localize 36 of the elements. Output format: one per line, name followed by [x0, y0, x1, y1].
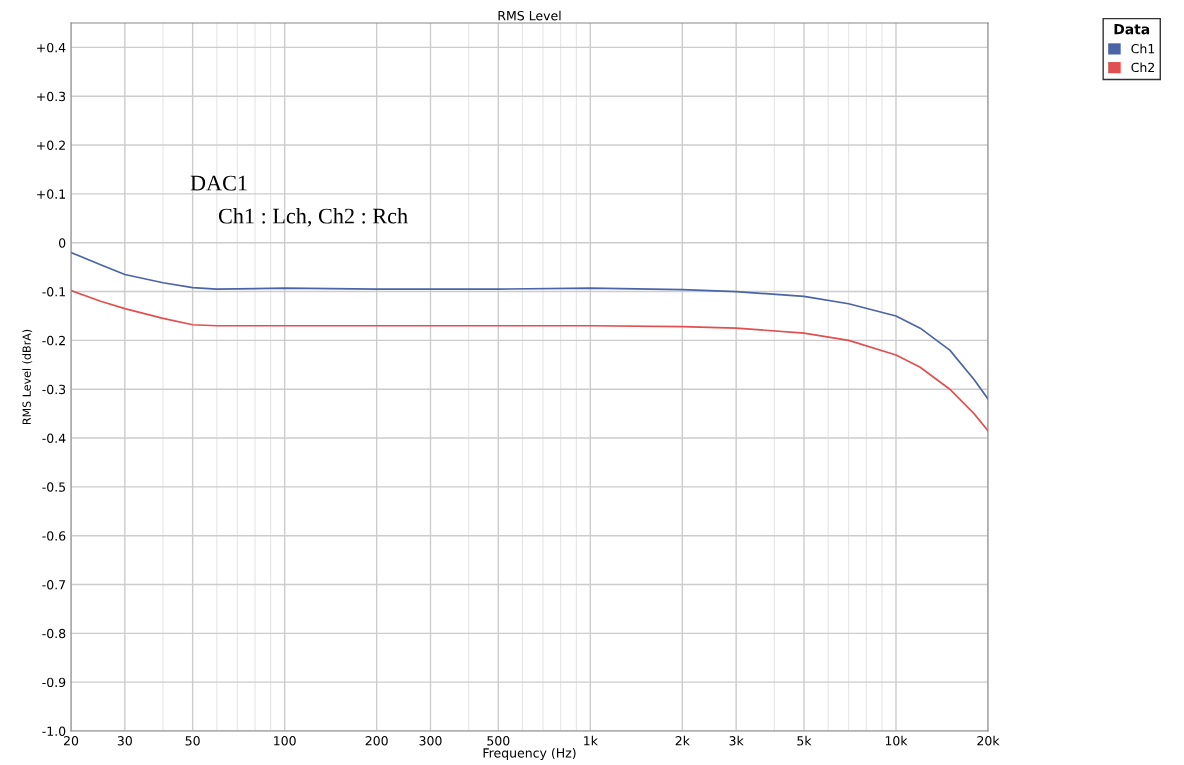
annotation: Ch1 : Lch, Ch2 : Rch [218, 207, 408, 227]
x-tick-label: 3k [729, 735, 744, 746]
x-tick-label: 20k [977, 735, 1000, 746]
y-tick-label: -1.0 [42, 726, 66, 736]
x-tick-label: 300 [419, 736, 442, 746]
x-tick-label: 2k [675, 735, 690, 746]
x-tick-label: 30 [117, 736, 132, 746]
x-tick-label: 5k [797, 735, 812, 746]
x-axis-title: Frequency (Hz) [483, 747, 576, 761]
y-tick-label: +0.4 [37, 42, 66, 53]
y-tick-label: -0.6 [42, 531, 66, 541]
y-axis-title: RMS Level (dBrA) [22, 329, 33, 425]
legend-label: Ch1 [1131, 43, 1155, 54]
y-tick-label: -0.4 [42, 433, 66, 443]
annotation: DAC1 [190, 175, 247, 191]
x-tick-label: 20 [63, 736, 79, 746]
x-tick-label: 50 [185, 736, 200, 746]
y-tick-label: -0.7 [42, 579, 66, 590]
chart-title: RMS Level [498, 10, 561, 21]
x-tick-label: 100 [274, 736, 296, 746]
y-tick-label: -0.2 [42, 335, 65, 346]
y-tick-label: -0.1 [42, 287, 65, 297]
y-tick-label: -0.9 [42, 677, 66, 688]
y-tick-label: +0.1 [37, 189, 65, 199]
y-tick-label: -0.8 [42, 628, 66, 639]
legend-title: Data [1114, 24, 1150, 35]
y-tick-label: +0.2 [37, 140, 65, 150]
y-tick-label: +0.3 [37, 91, 66, 102]
y-tick-label: 0 [59, 238, 66, 248]
x-tick-label: 1k [584, 735, 598, 746]
y-tick-label: -0.5 [42, 482, 66, 492]
y-tick-label: -0.3 [42, 384, 66, 395]
x-tick-label: 10k [885, 735, 908, 746]
x-tick-label: 200 [365, 736, 388, 746]
legend-label: Ch2 [1131, 62, 1155, 73]
x-tick-label: 500 [487, 736, 510, 746]
